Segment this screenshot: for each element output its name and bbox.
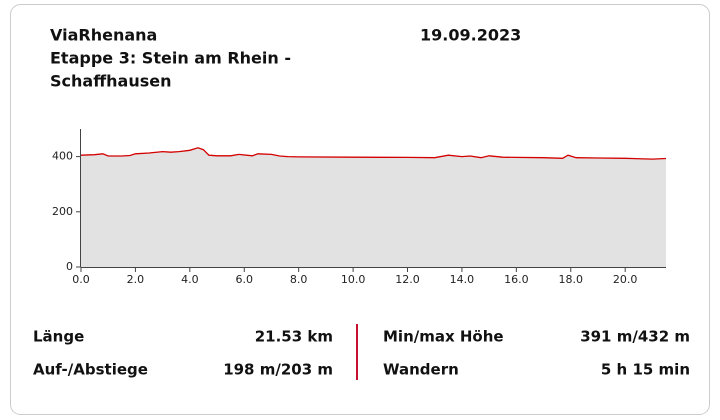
x-tick-label: 16.0	[504, 273, 529, 286]
x-tick-label: 4.0	[181, 273, 199, 286]
x-tick-label: 12.0	[395, 273, 420, 286]
elevation-area	[81, 147, 666, 267]
x-tick-label: 10.0	[341, 273, 366, 286]
stat-value: 391 m/432 m	[580, 328, 690, 346]
x-tick-label: 18.0	[559, 273, 584, 286]
x-tick-label: 2.0	[127, 273, 145, 286]
elevation-line	[80, 147, 667, 160]
x-tick-label: 0.0	[72, 273, 90, 286]
x-tick-label: 6.0	[236, 273, 254, 286]
title-line: Schaffhausen	[50, 72, 172, 91]
y-tick-label: 200	[52, 205, 73, 218]
x-tick-label: 14.0	[450, 273, 475, 286]
y-tick-label: 400	[52, 150, 73, 163]
stat-label: Wandern	[383, 361, 459, 379]
stat-value: 198 m/203 m	[223, 361, 333, 379]
title-line: Etappe 3: Stein am Rhein -	[50, 49, 291, 68]
x-tick-label: 20.0	[613, 273, 638, 286]
stat-value: 5 h 15 min	[601, 361, 690, 379]
stat-label: Min/max Höhe	[383, 328, 504, 346]
x-tick-label: 8.0	[290, 273, 308, 286]
stat-value: 21.53 km	[255, 328, 333, 346]
y-tick-label: 0	[66, 260, 73, 273]
date: 19.09.2023	[420, 26, 521, 45]
title-line: ViaRhenana	[50, 26, 157, 45]
stat-label: Auf-/Abstiege	[33, 361, 148, 379]
stat-label: Länge	[33, 328, 84, 346]
